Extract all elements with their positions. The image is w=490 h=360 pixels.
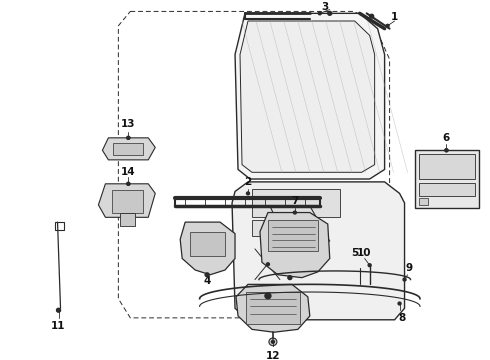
Circle shape: [114, 144, 122, 152]
Text: 12: 12: [266, 351, 280, 360]
Polygon shape: [232, 182, 405, 320]
Circle shape: [265, 293, 271, 299]
Text: 6: 6: [443, 133, 450, 143]
Circle shape: [356, 283, 364, 291]
Polygon shape: [252, 220, 320, 237]
Circle shape: [267, 263, 270, 266]
Text: 14: 14: [121, 167, 136, 177]
Polygon shape: [121, 212, 135, 226]
Circle shape: [267, 294, 270, 297]
Circle shape: [294, 211, 296, 214]
Circle shape: [271, 341, 274, 343]
Text: 1: 1: [391, 12, 398, 22]
Circle shape: [127, 183, 130, 185]
Polygon shape: [236, 284, 310, 332]
Polygon shape: [180, 222, 235, 275]
Polygon shape: [252, 189, 340, 217]
Circle shape: [403, 278, 406, 281]
Text: 4: 4: [203, 276, 211, 287]
Circle shape: [56, 308, 61, 312]
Circle shape: [246, 192, 249, 195]
Circle shape: [131, 197, 139, 205]
Circle shape: [367, 284, 372, 290]
Text: 10: 10: [356, 248, 371, 258]
Circle shape: [357, 257, 363, 263]
Circle shape: [57, 309, 60, 312]
Text: 3: 3: [321, 2, 328, 12]
Circle shape: [445, 149, 448, 152]
Text: 11: 11: [51, 320, 66, 330]
Polygon shape: [102, 138, 155, 160]
Polygon shape: [190, 232, 225, 256]
Text: 8: 8: [398, 313, 405, 323]
Polygon shape: [268, 220, 318, 251]
Circle shape: [205, 273, 209, 277]
Circle shape: [318, 12, 321, 15]
Polygon shape: [418, 183, 475, 196]
Polygon shape: [98, 184, 155, 217]
Polygon shape: [418, 154, 475, 179]
Circle shape: [203, 239, 211, 247]
Circle shape: [386, 24, 389, 27]
Text: 5: 5: [351, 248, 358, 258]
Circle shape: [445, 149, 448, 152]
Circle shape: [285, 256, 295, 265]
Circle shape: [269, 338, 277, 346]
Polygon shape: [113, 143, 143, 155]
Text: 7: 7: [291, 196, 298, 206]
Text: 13: 13: [121, 120, 136, 130]
Circle shape: [353, 254, 367, 267]
Polygon shape: [260, 212, 330, 278]
Text: 2: 2: [245, 177, 252, 187]
Circle shape: [398, 302, 401, 305]
Text: 9: 9: [406, 263, 413, 273]
Circle shape: [127, 136, 130, 139]
Circle shape: [368, 264, 371, 267]
Circle shape: [288, 276, 292, 280]
Polygon shape: [240, 21, 375, 172]
Circle shape: [115, 196, 125, 206]
Circle shape: [369, 14, 374, 18]
Polygon shape: [246, 292, 300, 324]
Circle shape: [127, 183, 130, 185]
Polygon shape: [235, 13, 385, 179]
Polygon shape: [112, 190, 143, 212]
Polygon shape: [418, 198, 428, 205]
Circle shape: [127, 136, 130, 139]
Circle shape: [131, 144, 139, 152]
Circle shape: [328, 12, 332, 15]
Polygon shape: [415, 150, 479, 208]
